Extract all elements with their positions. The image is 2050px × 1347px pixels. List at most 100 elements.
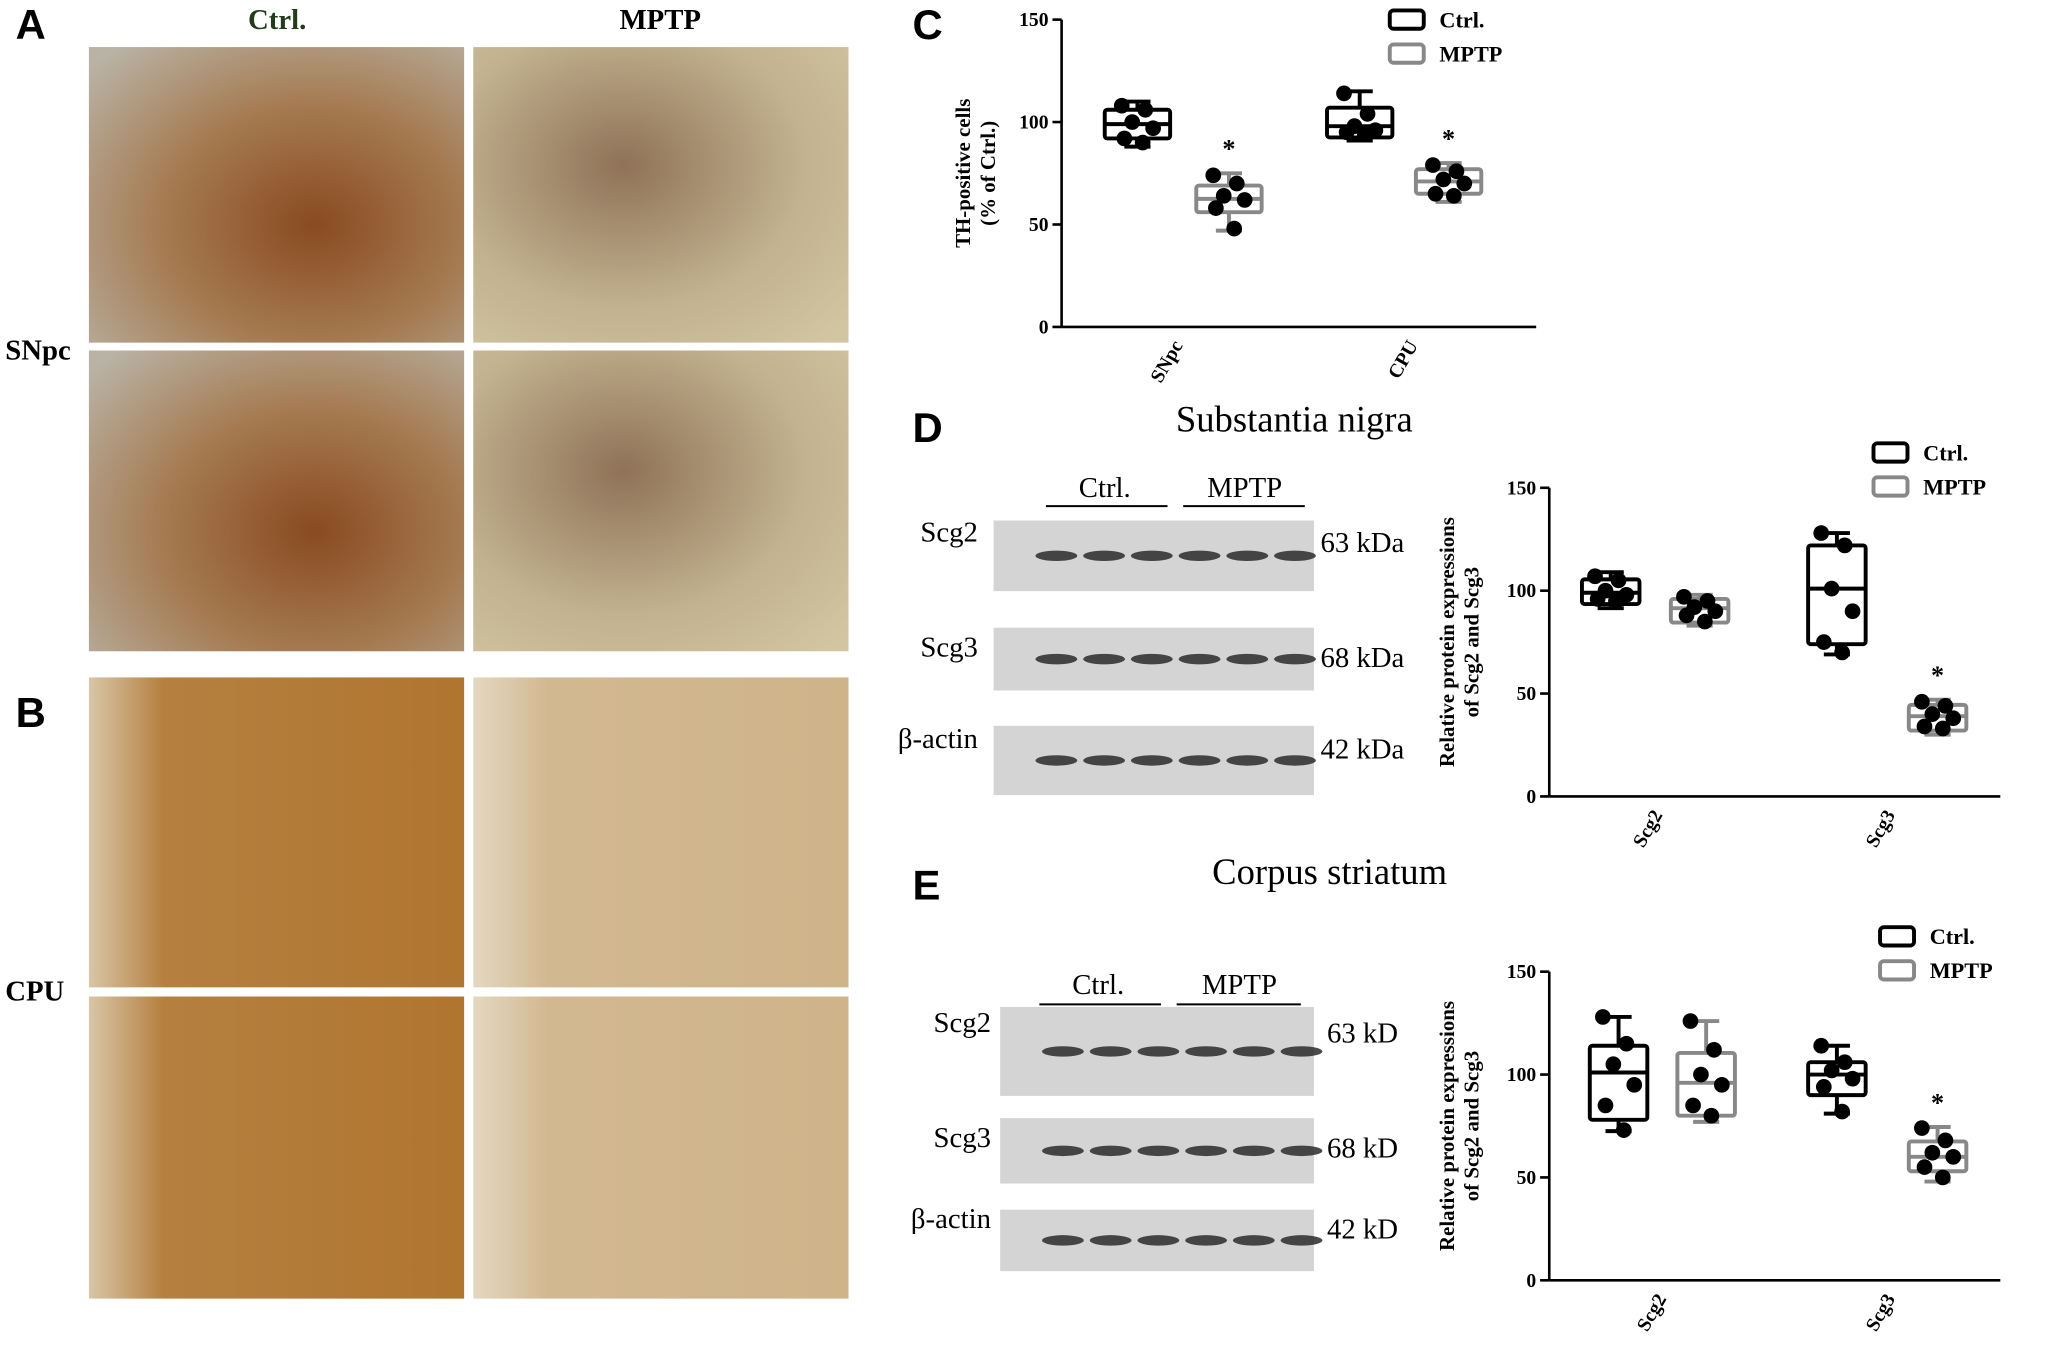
data-point — [1456, 175, 1473, 192]
group-label: Ctrl. — [1079, 472, 1131, 504]
significance: * — [1222, 135, 1235, 164]
y-axis-label: TH-positive cells — [951, 99, 975, 248]
data-point — [1937, 1132, 1954, 1149]
protein-name: Scg3 — [934, 1122, 991, 1154]
y-tick-label: 150 — [1507, 478, 1537, 499]
blot-band — [1280, 1046, 1323, 1057]
data-point — [1615, 1122, 1632, 1138]
y-tick-label: 50 — [1029, 215, 1049, 236]
data-point — [1697, 613, 1713, 630]
data-point — [1813, 525, 1830, 541]
significance: * — [1442, 124, 1455, 153]
blot-band — [1137, 1046, 1180, 1057]
data-point — [1427, 185, 1444, 202]
legend-swatch — [1878, 959, 1916, 982]
blot-band — [1083, 755, 1126, 766]
data-point — [1916, 1159, 1933, 1175]
blot-band — [1185, 1235, 1227, 1246]
data-point — [1116, 130, 1133, 147]
micrograph — [88, 677, 465, 988]
column-header: MPTP — [620, 4, 701, 36]
significance: * — [1931, 1088, 1944, 1117]
data-point — [1124, 114, 1141, 130]
row-label: CPU — [5, 975, 64, 1007]
blot-band — [1185, 1046, 1227, 1057]
protein-name: Scg2 — [920, 516, 977, 548]
data-point — [1937, 698, 1954, 714]
data-point — [1208, 200, 1224, 216]
panel-label: A — [16, 1, 46, 48]
data-point — [1137, 101, 1154, 118]
blot-band — [1035, 550, 1078, 562]
blot-band — [1232, 1235, 1275, 1246]
blot-band — [1185, 1145, 1227, 1157]
legend-label: MPTP — [1923, 474, 1986, 499]
blot-band — [1226, 653, 1269, 665]
y-axis-label: of Scg2 and Scg3 — [1460, 1051, 1484, 1201]
blot-band — [1178, 550, 1221, 562]
data-point — [1945, 710, 1962, 727]
y-tick-label: 100 — [1019, 113, 1049, 134]
blot-title: Corpus striatum — [1212, 851, 1447, 892]
data-point — [1589, 591, 1606, 607]
data-point — [1215, 187, 1232, 204]
micrograph — [473, 677, 849, 988]
legend-swatch — [1871, 475, 1910, 498]
data-point — [1205, 167, 1222, 184]
blot-band — [1035, 755, 1078, 766]
data-point — [1685, 1097, 1701, 1114]
data-point — [1693, 1066, 1709, 1083]
blot-band — [1274, 653, 1316, 665]
blot-band — [1035, 653, 1078, 665]
panel-label: E — [913, 862, 941, 909]
blot-band — [1130, 653, 1173, 665]
group-label: MPTP — [1207, 472, 1282, 504]
blot-band — [1083, 550, 1126, 562]
group-label: MPTP — [1202, 969, 1277, 1001]
data-point — [1823, 1062, 1840, 1079]
x-tick-label: CPU — [1385, 337, 1423, 382]
blot-band — [1226, 755, 1269, 766]
legend-swatch — [1878, 925, 1916, 948]
y-tick-label: 0 — [1039, 317, 1049, 338]
data-point — [1676, 589, 1692, 605]
protein-size: 68 kD — [1327, 1132, 1398, 1164]
y-axis-label: (% of Ctrl.) — [976, 121, 1000, 226]
data-point — [1134, 134, 1151, 151]
y-axis-label: of Scg2 and Scg3 — [1460, 567, 1484, 717]
data-point — [1914, 1120, 1930, 1136]
micrograph — [473, 47, 849, 343]
blot-band — [1178, 755, 1221, 766]
data-point — [1707, 603, 1724, 620]
group-label: Ctrl. — [1072, 969, 1124, 1001]
data-point — [1226, 220, 1243, 237]
data-point — [1618, 1035, 1635, 1052]
legend-label: MPTP — [1930, 958, 1993, 983]
y-tick-label: 100 — [1507, 1065, 1537, 1086]
data-point — [1823, 580, 1840, 597]
y-tick-label: 150 — [1019, 10, 1049, 31]
blot-band — [1083, 653, 1126, 665]
y-tick-label: 0 — [1526, 1271, 1536, 1292]
data-point — [1448, 163, 1465, 180]
micrograph — [88, 996, 465, 1299]
micrograph — [88, 47, 465, 343]
blot-band — [1232, 1046, 1275, 1057]
data-point — [1924, 706, 1941, 722]
data-point — [1815, 1079, 1832, 1095]
protein-size: 68 kDa — [1320, 642, 1404, 674]
x-tick-label: Scg3 — [1862, 807, 1900, 852]
column-header: Ctrl. — [248, 4, 306, 36]
blot-band — [1280, 1235, 1323, 1246]
data-point — [1836, 1054, 1853, 1071]
micrograph — [473, 350, 849, 652]
panel-label: B — [16, 689, 46, 736]
panel-label: C — [913, 1, 943, 48]
blot-band — [1274, 550, 1316, 562]
data-point — [1934, 1169, 1951, 1186]
data-point — [1836, 537, 1853, 554]
blot-band — [1089, 1145, 1132, 1157]
data-point — [1678, 607, 1695, 624]
data-point — [1359, 106, 1376, 122]
